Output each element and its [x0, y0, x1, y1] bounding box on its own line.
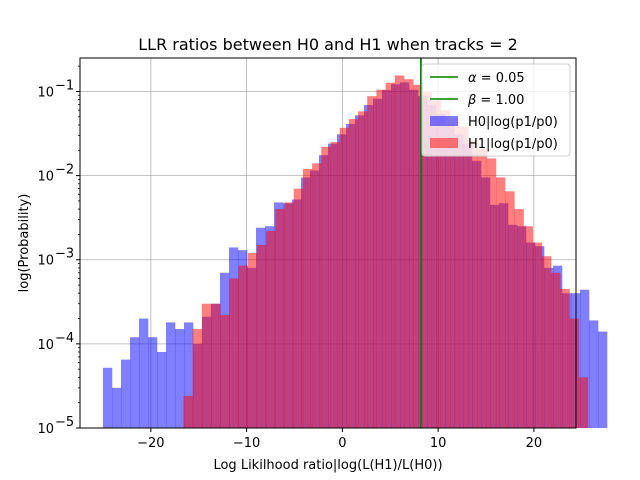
h1-bar-2 — [201, 303, 212, 428]
h1-bar-7 — [247, 253, 258, 428]
h1-bar-25 — [413, 84, 423, 429]
legend-text-1: = 1.00 — [476, 93, 524, 108]
h1-bar-5 — [229, 278, 239, 428]
h0-bar-6 — [156, 352, 167, 428]
h1-bar-36 — [514, 209, 524, 428]
h1-bar-30 — [459, 126, 469, 429]
legend-symbol-1: β — [467, 93, 476, 108]
h1-bar-3 — [210, 303, 221, 428]
h1-bar-35 — [505, 191, 515, 428]
legend-text-3: H1|log(p1/p0) — [468, 137, 558, 152]
h1-bar-38 — [532, 242, 543, 428]
h1-bar-24 — [404, 79, 414, 429]
h0-bar-7 — [165, 322, 176, 428]
h1-bar-4 — [220, 315, 230, 428]
legend-symbol-0: α — [468, 71, 477, 86]
legend-text-2: H0|log(p1/p0) — [468, 115, 558, 130]
y-tick-label-2: 10 — [37, 254, 54, 269]
h1-bar-16 — [330, 142, 340, 428]
h1-bar-11 — [284, 202, 295, 428]
x-tick-label-1: −10 — [233, 436, 260, 451]
h1-bar-18 — [348, 119, 359, 429]
chart-title: LLR ratios between H0 and H1 when tracks… — [138, 35, 518, 54]
h1-bar-0 — [183, 396, 193, 428]
x-axis-ticks: −20 −10 0 10 20 — [137, 428, 542, 451]
h0-bar-0 — [102, 367, 113, 428]
h1-bar-39 — [541, 256, 552, 428]
legend-label-3: H1|log(p1/p0) — [468, 137, 558, 152]
legend-label-1: β = 1.00 — [467, 93, 524, 108]
h1-bar-40 — [551, 272, 561, 428]
legend-patch-2 — [430, 116, 458, 126]
h1-bar-8 — [256, 244, 267, 428]
h1-bar-22 — [385, 82, 396, 428]
h0-bar-1 — [111, 387, 122, 428]
axes-frame — [79, 57, 577, 429]
h1-bar-26 — [422, 92, 432, 428]
y-tick-exponent-3: −2 — [55, 163, 74, 178]
h1-bar-33 — [486, 158, 497, 428]
h1-histogram-bars — [183, 75, 589, 429]
legend-box — [421, 63, 571, 157]
y-tick-label-0: 10 — [37, 422, 54, 437]
x-tick-label-2: 0 — [338, 436, 346, 451]
y-tick-exponent-4: −1 — [55, 78, 74, 93]
x-axis-label: Log Likilhood ratio|log(L(H1)/L(H0)) — [213, 458, 442, 473]
h1-bar-23 — [394, 75, 405, 428]
h1-bar-6 — [238, 265, 249, 428]
h1-bar-29 — [449, 118, 460, 428]
h1-bar-19 — [358, 111, 368, 428]
legend-label-0: α = 0.05 — [468, 71, 525, 86]
legend-patch-3 — [430, 138, 458, 148]
h0-bar-5 — [147, 337, 158, 428]
h1-bar-43 — [578, 377, 589, 428]
y-axis-ticks: 10−510−410−310−210−1 — [37, 65, 80, 437]
h1-bar-10 — [275, 209, 285, 428]
h0-bar-8 — [174, 329, 185, 428]
h1-bar-12 — [293, 188, 304, 428]
h1-bar-14 — [312, 163, 322, 428]
h1-bar-15 — [321, 146, 331, 429]
y-tick-label-4: 10 — [37, 85, 54, 100]
h1-bar-34 — [495, 177, 506, 428]
h1-bar-1 — [192, 329, 203, 428]
h1-bar-20 — [367, 96, 377, 428]
legend-text-0: = 0.05 — [477, 71, 525, 86]
h0-bar-4 — [138, 318, 149, 428]
y-axis-label: log(Probability) — [17, 194, 32, 293]
plot-area: −20 −10 0 10 20 10−510−410−310−210−1 α = 0.0… — [37, 57, 608, 451]
h0-bar-53 — [580, 289, 590, 428]
h0-bar-3 — [129, 337, 140, 428]
x-tick-label-4: 20 — [526, 436, 543, 451]
y-tick-exponent-1: −4 — [55, 331, 74, 346]
h0-bar-2 — [120, 359, 131, 428]
h1-bar-31 — [468, 140, 478, 429]
h1-bar-28 — [440, 110, 451, 429]
h0-bar-55 — [598, 331, 608, 428]
y-tick-exponent-0: −5 — [55, 415, 74, 430]
h1-bar-9 — [266, 230, 276, 428]
x-tick-label-0: −20 — [137, 436, 164, 451]
y-tick-label-3: 10 — [37, 170, 54, 185]
y-tick-exponent-2: −3 — [55, 247, 74, 262]
h0-bar-54 — [589, 320, 599, 428]
h1-bar-41 — [560, 288, 570, 428]
h1-bar-17 — [339, 127, 350, 429]
x-tick-label-3: 10 — [430, 436, 447, 451]
h1-bar-42 — [569, 318, 579, 428]
legend: α = 0.05β = 1.00H0|log(p1/p0)H1|log(p1/p… — [421, 63, 571, 157]
h1-bar-27 — [431, 100, 442, 429]
h1-bar-32 — [477, 148, 488, 428]
h1-bar-13 — [302, 168, 313, 428]
legend-label-2: H0|log(p1/p0) — [468, 115, 558, 130]
h1-bar-21 — [376, 89, 386, 428]
y-tick-label-1: 10 — [37, 338, 54, 353]
h0-bar-9 — [183, 322, 194, 428]
h1-bar-37 — [523, 226, 534, 428]
